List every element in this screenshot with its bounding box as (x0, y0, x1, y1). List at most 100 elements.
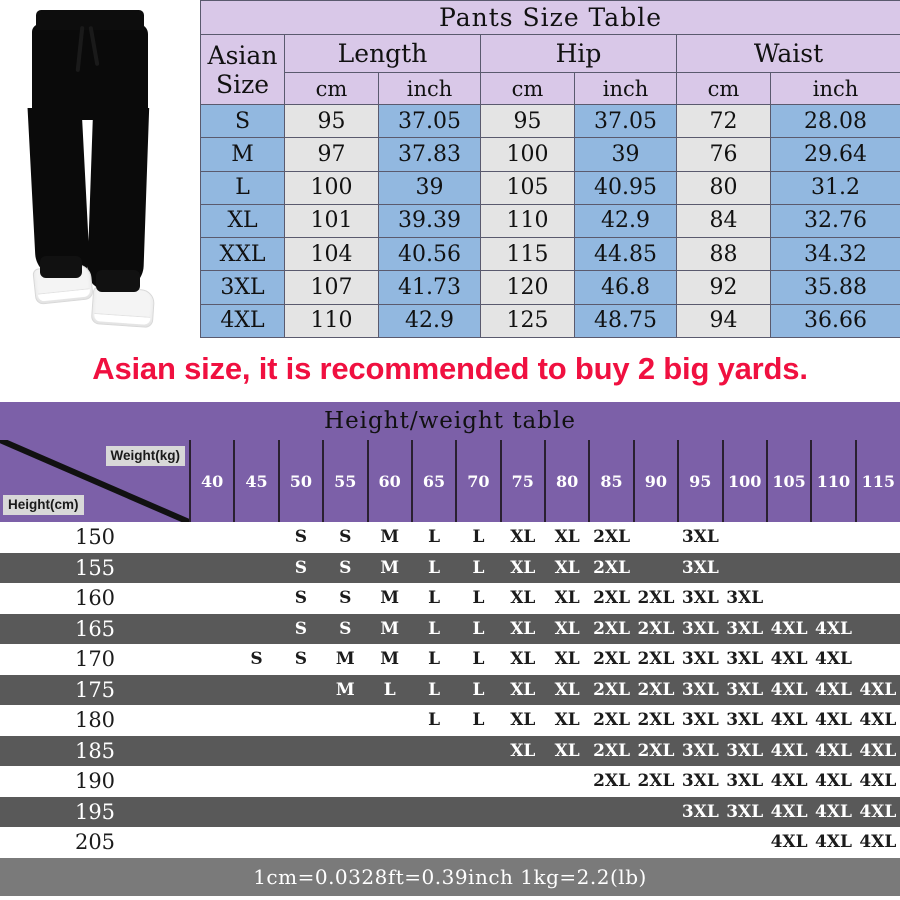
size-recommendation-cell (190, 553, 234, 584)
table-row: 3XL 107 41.73 120 46.8 92 35.88 (200, 270, 900, 305)
pants-cell-length-inch: 41.73 (378, 270, 481, 305)
size-recommendation-cell (545, 827, 589, 858)
height-weight-table: Weight(kg) Height(cm) 40 45 50 55 60 65 70 75 80… (0, 440, 900, 858)
size-recommendation-cell: XL (554, 557, 580, 578)
pants-table-body: S 95 37.05 95 37.05 72 28.08 M 97 37.83 100 39 76 29.… (200, 103, 900, 339)
size-recommendation-cell: 3XL (726, 618, 764, 639)
size-recommendation-cell: S (294, 588, 308, 609)
size-recommendation-cell: 2XL (593, 527, 631, 548)
pants-cuff-right (96, 270, 140, 292)
size-recommendation-cell: L (428, 618, 441, 639)
size-recommendation-cell (323, 705, 367, 736)
asian-size-line1: Asian (207, 40, 278, 70)
size-recommendation-cell: S (294, 618, 308, 639)
weight-column-header: 50 (278, 440, 325, 522)
size-recommendation-cell: M (380, 557, 400, 578)
table-row: M 97 37.83 100 39 76 29.64 (200, 137, 900, 172)
size-recommendation-cell (279, 766, 323, 797)
pants-cell-waist-inch: 28.08 (770, 103, 900, 139)
size-recommendation-cell (456, 827, 500, 858)
height-axis-label: Height(cm) (3, 494, 84, 515)
pants-cell-length-cm: 104 (284, 237, 379, 272)
size-recommendation-cell (234, 766, 278, 797)
weight-column-header: 70 (456, 440, 502, 522)
pants-cell-waist-inch: 29.64 (770, 137, 900, 172)
size-recommendation-cell (856, 522, 900, 553)
size-recommendation-cell: 4XL (770, 771, 808, 792)
size-recommendation-cell (856, 644, 900, 675)
height-row-label: 150 (74, 525, 116, 550)
size-recommendation-cell: S (339, 527, 352, 548)
size-recommendation-cell (412, 766, 456, 797)
diagonal-divider-icon (0, 440, 189, 522)
size-recommendation-cell: XL (510, 618, 536, 639)
size-recommendation-cell (811, 522, 855, 553)
size-recommendation-cell: 2XL (637, 771, 675, 792)
size-recommendation-cell (634, 553, 678, 584)
size-recommendation-cell (368, 766, 412, 797)
table-row: 150 S S M L L XL XL 2XL 3XL (0, 522, 900, 553)
size-recommendation-cell: S (339, 588, 352, 609)
unit-hip-cm: cm (480, 72, 575, 105)
pants-cell-hip-inch: 42.9 (574, 203, 677, 239)
pants-cell-length-inch: 39.39 (378, 203, 481, 239)
weight-axis-label: Weight(kg) (105, 446, 185, 467)
size-recommendation-cell: 2XL (593, 710, 631, 731)
size-recommendation-cell: L (428, 588, 441, 609)
size-recommendation-cell (368, 736, 412, 767)
size-recommendation-cell (589, 827, 633, 858)
size-recommendation-cell: 4XL (770, 618, 808, 639)
jogger-pants-illustration (0, 4, 200, 338)
size-recommendation-cell: L (472, 557, 485, 578)
height-row-label: 175 (74, 677, 116, 702)
size-recommendation-cell: L (428, 710, 441, 731)
size-recommendation-cell: XL (510, 679, 536, 700)
size-recommendation-cell (811, 583, 855, 614)
pants-cell-waist-inch: 32.76 (770, 203, 900, 239)
size-recommendation-cell: 4XL (859, 679, 897, 700)
pants-cell-waist-cm: 84 (676, 203, 771, 239)
size-recommendation-cell: S (294, 527, 308, 548)
weight-column-header: 75 (500, 440, 547, 522)
axis-corner-cell: Weight(kg) Height(cm) (0, 440, 191, 522)
height-row-label: 195 (74, 799, 116, 824)
size-recommendation-cell: XL (554, 618, 580, 639)
weight-column-header: 90 (633, 440, 680, 522)
size-recommendation-cell: 3XL (681, 618, 719, 639)
height-row-label: 155 (74, 555, 116, 580)
pants-cell-hip-inch: 37.05 (574, 103, 677, 139)
pants-size-label: 3XL (200, 270, 285, 305)
size-recommendation-cell: XL (510, 740, 536, 761)
size-recommendation-cell: S (339, 557, 352, 578)
size-recommendation-cell: 3XL (681, 679, 719, 700)
size-recommendation-cell: S (250, 649, 263, 670)
unit-length-inch: inch (378, 72, 481, 105)
size-recommendation-cell: XL (510, 527, 536, 548)
table-row: XXL 104 40.56 115 44.85 88 34.32 (200, 237, 900, 272)
table-row: XL 101 39.39 110 42.9 84 32.76 (200, 203, 900, 239)
size-recommendation-cell: S (339, 618, 352, 639)
size-recommendation-cell: 2XL (593, 679, 631, 700)
pants-waistband (36, 10, 144, 30)
size-recommendation-cell: M (335, 649, 355, 670)
weight-column-header: 60 (367, 440, 413, 522)
weight-column-header: 110 (811, 440, 857, 522)
size-recommendation-cell (501, 766, 545, 797)
recommendation-banner: Asian size, it is recommended to buy 2 b… (0, 338, 900, 400)
size-recommendation-cell: XL (554, 710, 580, 731)
pants-table-title-row: Pants Size Table (200, 0, 900, 35)
pants-cell-length-cm: 95 (284, 103, 379, 139)
size-recommendation-cell (279, 797, 323, 828)
pants-cell-hip-cm: 95 (480, 103, 575, 139)
pants-size-label: M (200, 137, 285, 172)
size-recommendation-cell: S (294, 557, 308, 578)
size-recommendation-cell (279, 827, 323, 858)
size-recommendation-cell: 2XL (593, 771, 631, 792)
weight-column-header: 80 (545, 440, 591, 522)
height-weight-title-bar: Height/weight table (0, 402, 900, 440)
pants-cell-waist-cm: 94 (676, 303, 771, 339)
size-recommendation-cell (190, 675, 234, 706)
size-recommendation-cell (279, 736, 323, 767)
size-recommendation-cell: XL (554, 679, 580, 700)
